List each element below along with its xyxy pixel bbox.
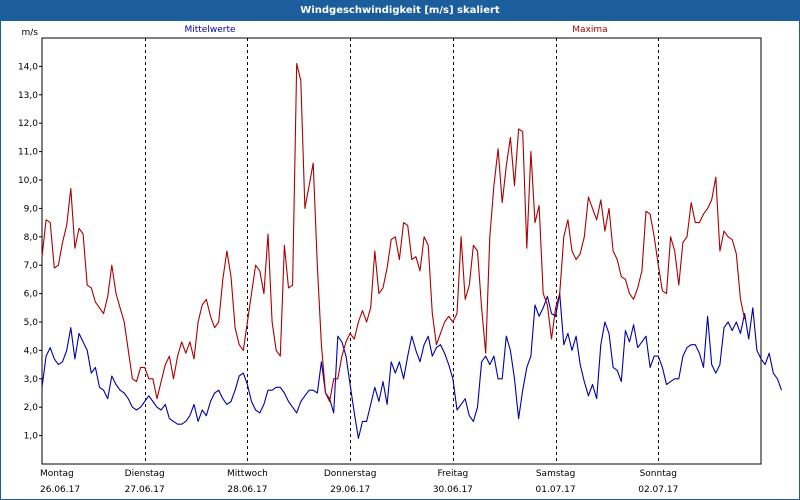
- y-tick-label: 13,0: [18, 91, 38, 101]
- x-tick-date-label: 30.06.17: [433, 485, 473, 495]
- y-tick-label: 5,0: [24, 318, 39, 328]
- x-tick-day-label: Donnerstag: [324, 469, 377, 479]
- series-line-maxima: [41, 63, 746, 403]
- y-tick-label: 10,0: [18, 176, 38, 186]
- y-tick-label: 4,0: [24, 346, 39, 356]
- x-tick-date-label: 01.07.17: [536, 485, 576, 495]
- x-tick-day-label: Samstag: [536, 469, 575, 479]
- x-tick-date-label: 29.06.17: [330, 485, 370, 495]
- y-tick-label: 1,0: [24, 432, 39, 442]
- y-tick-label: 9,0: [24, 204, 39, 214]
- series-line-mittelwerte: [41, 293, 783, 439]
- x-tick-day-label: Freitag: [437, 469, 468, 479]
- x-tick-date-label: 27.06.17: [125, 485, 165, 495]
- y-tick-label: 14,0: [18, 62, 38, 72]
- x-tick-date-label: 28.06.17: [227, 485, 267, 495]
- y-tick-label: 7,0: [24, 261, 39, 271]
- chart-title: Windgeschwindigkeit [m/s] skaliert: [1, 1, 799, 21]
- x-tick-day-label: Mittwoch: [227, 469, 268, 479]
- x-tick-day-label: Montag: [40, 469, 74, 479]
- y-tick-label: 8,0: [24, 233, 39, 243]
- x-tick-day-label: Dienstag: [125, 469, 165, 479]
- y-tick-label: 11,0: [18, 148, 38, 158]
- y-axis-unit: m/s: [22, 28, 39, 38]
- x-tick-date-label: 26.06.17: [40, 485, 80, 495]
- legend-mittelwerte: Mittelwerte: [184, 25, 235, 35]
- y-tick-label: 12,0: [18, 119, 38, 129]
- legend-maxima: Maxima: [572, 25, 607, 35]
- plot-area: [41, 37, 762, 465]
- y-tick-label: 3,0: [24, 375, 39, 385]
- y-tick-label: 6,0: [24, 290, 39, 300]
- x-tick-day-label: Sonntag: [640, 469, 677, 479]
- x-tick-date-label: 02.07.17: [638, 485, 678, 495]
- y-tick-label: 2,0: [24, 403, 39, 413]
